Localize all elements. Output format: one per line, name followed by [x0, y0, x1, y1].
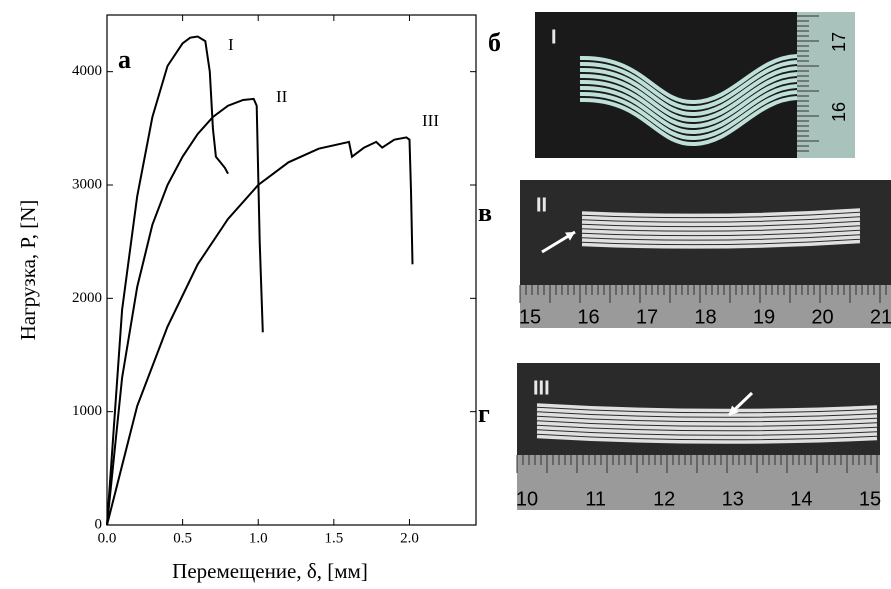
ruler-number: 13: [722, 488, 744, 510]
series-label: III: [422, 111, 439, 130]
x-tick-label: 1.0: [249, 530, 268, 546]
y-tick-label: 3000: [72, 176, 102, 192]
ruler-number: 14: [790, 488, 812, 510]
photo-letter: в: [478, 198, 492, 227]
y-axis-label: Нагрузка, P, [N]: [16, 200, 40, 341]
ruler-number: 11: [585, 488, 606, 510]
photo: I 17 16: [535, 12, 855, 158]
x-tick-label: 1.5: [324, 530, 343, 546]
ruler-number: 10: [516, 488, 538, 510]
ruler-number: 15: [519, 306, 541, 328]
y-tick-label: 2000: [72, 290, 102, 306]
y-tick-label: 1000: [72, 403, 102, 419]
series-line: [106, 35, 229, 526]
specimen-label: I: [551, 26, 557, 48]
specimen: [581, 208, 861, 249]
y-tick-label: 0: [95, 516, 103, 532]
x-tick-label: 2.0: [400, 530, 419, 546]
photo-letter: б: [488, 28, 501, 57]
series-label: I: [228, 35, 234, 54]
specimen-label: III: [533, 377, 550, 399]
photo-letter: г: [478, 399, 490, 428]
ruler-number: 17: [636, 306, 658, 328]
panel-label: а: [118, 45, 131, 74]
series-label: II: [276, 87, 288, 106]
ruler-number: 16: [577, 306, 599, 328]
specimen: [536, 403, 878, 444]
series-line: [106, 97, 264, 526]
photo: III 10 11 12 13 14 15: [516, 363, 881, 510]
plot-frame: [106, 14, 477, 526]
x-tick-label: 0.0: [98, 530, 117, 546]
ruler-number: 20: [811, 306, 833, 328]
arrow-head: [565, 232, 575, 241]
ruler-number: 18: [694, 306, 716, 328]
specimen-label: II: [536, 194, 547, 216]
ruler-number: 19: [753, 306, 775, 328]
photo: II 15 16 17 18 19 20 21: [519, 180, 891, 328]
ruler-number: 17: [829, 32, 849, 52]
x-axis-label: Перемещение, δ, [мм]: [172, 559, 368, 583]
specimen: [579, 54, 798, 147]
ruler-number: 12: [653, 488, 675, 510]
arrow-head: [729, 405, 739, 415]
ruler-number: 15: [859, 488, 881, 510]
x-tick-label: 0.5: [173, 530, 192, 546]
ruler-number: 16: [829, 102, 849, 122]
ruler-number: 21: [870, 306, 891, 328]
series-line: [106, 136, 414, 526]
y-tick-label: 4000: [72, 63, 102, 79]
